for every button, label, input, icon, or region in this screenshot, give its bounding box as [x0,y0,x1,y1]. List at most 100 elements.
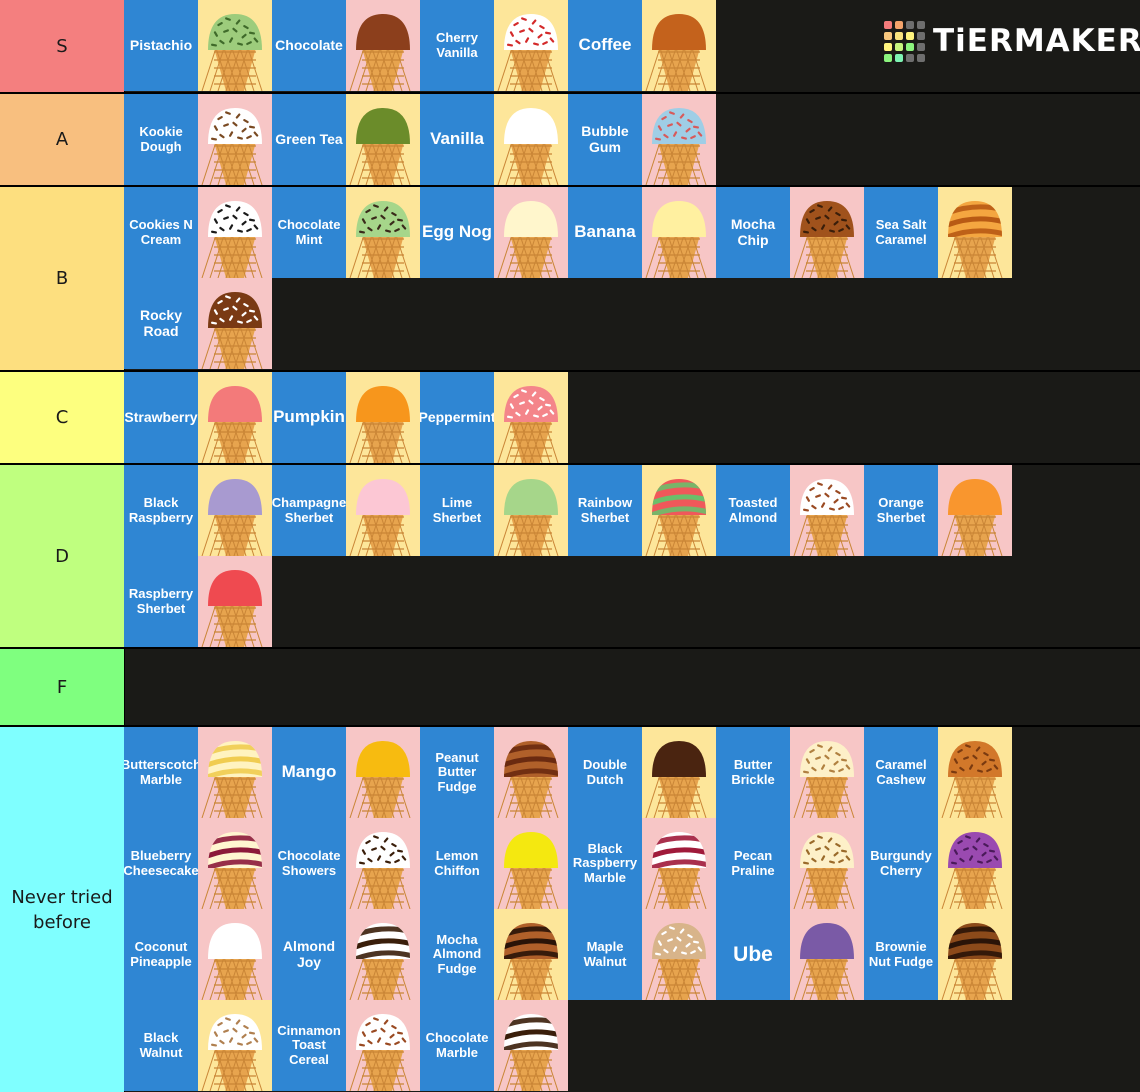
flavor-tile[interactable]: Coffee [568,0,716,91]
flavor-tile[interactable]: Lime Sherbet [420,465,568,556]
flavor-tile[interactable]: Banana [568,187,716,278]
ice-cream-cone-icon [349,14,411,91]
logo-grid-cell [895,31,903,40]
ice-cream-cone-icon [941,832,1003,909]
flavor-tile[interactable]: Kookie Dough [124,94,272,185]
flavor-tile[interactable]: Double Dutch [568,727,716,818]
logo-grid-icon [884,20,925,62]
flavor-image [790,909,864,1000]
flavor-tile[interactable]: Egg Nog [420,187,568,278]
flavor-image [346,465,420,556]
flavor-tile[interactable]: Black Walnut [124,1000,272,1091]
flavor-name: Raspberry Sherbet [124,556,198,647]
flavor-tile[interactable]: Coconut Pineapple [124,909,272,1000]
flavor-tile[interactable]: Black Raspberry Marble [568,818,716,909]
flavor-image [198,278,272,369]
ice-cream-cone-icon [201,108,263,185]
logo-grid-cell [895,42,903,51]
flavor-tile[interactable]: Blueberry Cheesecake [124,818,272,909]
ice-cream-cone-icon [793,923,855,1000]
ice-cream-cone-icon [201,832,263,909]
flavor-image [494,372,568,463]
flavor-tile[interactable]: Mango [272,727,420,818]
flavor-tile[interactable]: Butter Brickle [716,727,864,818]
flavor-tile[interactable]: Brownie Nut Fudge [864,909,1012,1000]
flavor-name: Champagne Sherbet [272,465,346,556]
flavor-tile[interactable]: Mocha Almond Fudge [420,909,568,1000]
flavor-tile[interactable]: Almond Joy [272,909,420,1000]
flavor-name: Mango [272,727,346,818]
tier-row-5[interactable] [124,649,1140,725]
flavor-tile[interactable]: Peanut Butter Fudge [420,727,568,818]
flavor-tile[interactable]: Pecan Praline [716,818,864,909]
flavor-name: Double Dutch [568,727,642,818]
flavor-tile[interactable]: Chocolate Marble [420,1000,568,1091]
flavor-tile[interactable]: Cookies N Cream [124,187,272,278]
logo-grid-cell [906,53,914,62]
flavor-name: Cookies N Cream [124,187,198,278]
flavor-tile[interactable]: Peppermint [420,372,568,463]
ice-cream-cone-icon [349,923,411,1000]
flavor-tile[interactable]: Lemon Chiffon [420,818,568,909]
ice-cream-cone-icon [201,923,263,1000]
ice-cream-cone-icon [793,832,855,909]
flavor-tile[interactable]: Black Raspberry [124,465,272,556]
flavor-tile[interactable]: Rocky Road [124,278,272,369]
flavor-tile[interactable]: Chocolate [272,0,420,91]
flavor-name: Lemon Chiffon [420,818,494,909]
flavor-name: Rainbow Sherbet [568,465,642,556]
flavor-tile[interactable]: Sea Salt Caramel [864,187,1012,278]
flavor-tile[interactable]: Green Tea [272,94,420,185]
flavor-tile[interactable]: Champagne Sherbet [272,465,420,556]
flavor-image [346,727,420,818]
flavor-image [198,909,272,1000]
logo-text: TiERMAKER [933,23,1140,59]
flavor-name: Pumpkin [272,372,346,463]
ice-cream-cone-icon [201,386,263,463]
flavor-image [346,187,420,278]
ice-cream-cone-icon [349,479,411,556]
flavor-tile[interactable]: Butterscotch Marble [124,727,272,818]
flavor-tile[interactable]: Maple Walnut [568,909,716,1000]
tier-label-3: C [0,372,124,463]
flavor-tile[interactable]: Raspberry Sherbet [124,556,272,647]
flavor-tile[interactable]: Chocolate Mint [272,187,420,278]
flavor-image [198,727,272,818]
flavor-tile[interactable]: Orange Sherbet [864,465,1012,556]
logo-grid-cell [906,31,914,40]
flavor-tile[interactable]: Chocolate Showers [272,818,420,909]
tier-label-5: F [0,649,124,725]
flavor-tile[interactable]: Pumpkin [272,372,420,463]
flavor-name: Cinnamon Toast Cereal [272,1000,346,1091]
flavor-tile[interactable]: Mocha Chip [716,187,864,278]
flavor-tile[interactable]: Rainbow Sherbet [568,465,716,556]
flavor-image [346,818,420,909]
tiermaker-logo: TiERMAKER [884,20,1140,62]
flavor-tile[interactable]: Vanilla [420,94,568,185]
flavor-tile[interactable]: Ube [716,909,864,1000]
ice-cream-cone-icon [497,479,559,556]
flavor-image [790,727,864,818]
flavor-name: Coconut Pineapple [124,909,198,1000]
tier-label-4: D [0,465,124,647]
flavor-name: Egg Nog [420,187,494,278]
flavor-image [198,0,272,91]
flavor-tile[interactable]: Pistachio [124,0,272,91]
flavor-name: Butterscotch Marble [124,727,198,818]
flavor-name: Toasted Almond [716,465,790,556]
flavor-image [198,1000,272,1091]
flavor-tile[interactable]: Toasted Almond [716,465,864,556]
flavor-tile[interactable]: Strawberry [124,372,272,463]
flavor-tile[interactable]: Cinnamon Toast Cereal [272,1000,420,1091]
flavor-image [494,0,568,91]
flavor-tile[interactable]: Caramel Cashew [864,727,1012,818]
flavor-tile[interactable]: Cherry Vanilla [420,0,568,91]
flavor-tile[interactable]: Burgundy Cherry [864,818,1012,909]
flavor-name: Burgundy Cherry [864,818,938,909]
tier-divider [0,463,1140,465]
flavor-image [198,372,272,463]
ice-cream-cone-icon [201,479,263,556]
flavor-tile[interactable]: Bubble Gum [568,94,716,185]
ice-cream-cone-icon [201,741,263,818]
logo-grid-cell [895,53,903,62]
